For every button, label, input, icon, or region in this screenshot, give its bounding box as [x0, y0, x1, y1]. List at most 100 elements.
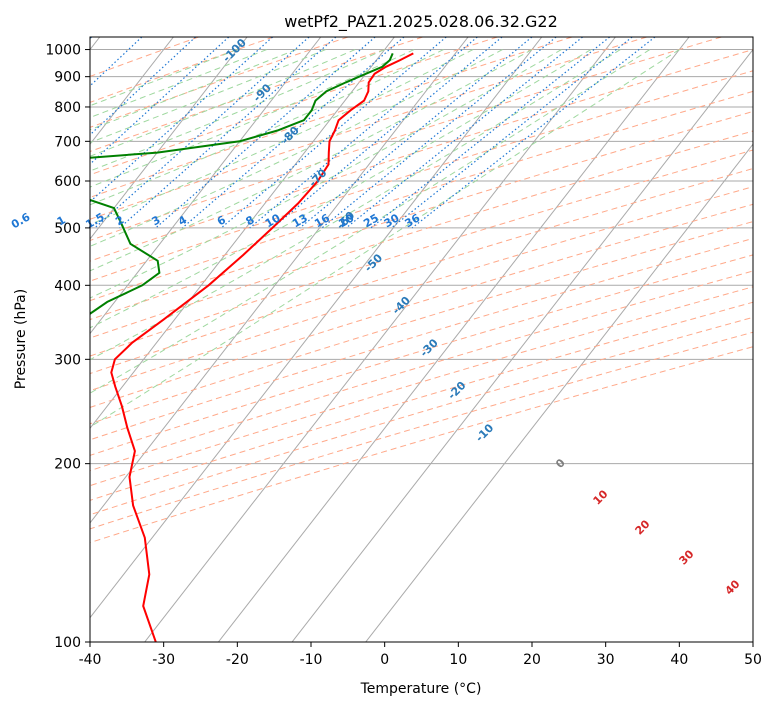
x-tick-label: 10 [449, 652, 467, 668]
mixing-ratio-line [119, 37, 337, 229]
mixing-ratio-line [90, 37, 273, 203]
moist-adiabat [90, 49, 651, 394]
y-tick-label: 600 [54, 174, 81, 190]
mixing-ratio-line [220, 37, 447, 229]
mixing-ratio-label: 0.6 [9, 210, 33, 231]
y-tick-label: 500 [54, 221, 81, 237]
dry-adiabat-label: -50 [362, 251, 385, 274]
mixing-ratio-line [411, 37, 656, 229]
dry-adiabat-label: -10 [473, 421, 496, 444]
dry-adiabat [90, 70, 753, 282]
mixing-ratio-line [155, 37, 376, 229]
dry-adiabat-label: -20 [445, 379, 468, 402]
x-tick-label: 30 [597, 652, 615, 668]
mixing-ratio-line [249, 37, 478, 229]
moist-adiabat [90, 49, 297, 131]
dry-adiabat [90, 316, 753, 516]
x-tick-label: -10 [300, 652, 323, 668]
mixing-ratio-line [272, 37, 503, 229]
dry-adiabat [90, 270, 753, 472]
moist-adiabat [90, 49, 562, 299]
moist-adiabat [90, 49, 503, 247]
y-tick-label: 900 [54, 70, 81, 86]
x-tick-label: 0 [380, 652, 389, 668]
y-axis-label: Pressure (hPa) [13, 289, 29, 389]
moist-adiabat [90, 49, 444, 206]
y-tick-label: 700 [54, 134, 81, 150]
y-tick-label: 100 [54, 635, 81, 651]
moist-adiabat [90, 49, 385, 172]
dry-adiabat [90, 37, 722, 242]
dry-adiabat [90, 37, 573, 198]
moist-adiabat [90, 49, 238, 107]
x-tick-label: -20 [226, 652, 249, 668]
y-tick-label: 800 [54, 100, 81, 116]
moist-adiabat [90, 49, 474, 225]
isotherm-line [217, 37, 690, 642]
dry-adiabat [90, 149, 753, 357]
dry-adiabat [90, 37, 647, 220]
mixing-ratio-line [90, 37, 230, 165]
dry-adiabat-label: -30 [418, 336, 441, 359]
mixing-ratio-line [90, 37, 196, 136]
mixing-ratio-label: 6 [215, 213, 228, 228]
moist-adiabat [90, 49, 680, 428]
mixing-ratio-line [391, 37, 633, 229]
moist-adiabat [90, 49, 621, 361]
chart-title: wetPf2_PAZ1.2025.028.06.32.G22 [284, 12, 558, 32]
isotherm-line [90, 37, 469, 524]
dry-adiabat [90, 49, 753, 262]
temperature-line [110, 52, 414, 642]
y-tick-label: 1000 [45, 43, 81, 59]
dry-adiabat [90, 186, 753, 392]
moist-adiabat [90, 49, 326, 144]
x-tick-label: 50 [744, 652, 762, 668]
isotherm-line [90, 37, 322, 335]
mixing-ratio-line [90, 37, 92, 40]
mixing-ratio-label: 4 [176, 213, 189, 228]
mixing-ratio-line [321, 37, 557, 229]
dry-adiabat [90, 130, 753, 339]
dry-adiabat [90, 286, 753, 487]
dewpoint-line [90, 53, 394, 315]
moist-adiabat-label: 30 [677, 547, 697, 567]
dry-adiabat [90, 237, 753, 441]
x-tick-label: 20 [523, 652, 541, 668]
mixing-ratio-label: 8 [243, 213, 256, 228]
dry-adiabat [90, 346, 753, 544]
x-tick-label: -30 [152, 652, 175, 668]
dry-adiabat [90, 37, 199, 77]
x-axis-label: Temperature (°C) [360, 681, 482, 697]
mixing-ratio-line [345, 37, 583, 229]
isotherm-line [365, 143, 753, 642]
isotherm-line [291, 48, 753, 642]
axes: -40 -30 -20 -10 0 10 20 30 40 5010009008007006005… [45, 43, 762, 668]
isotherm-line [90, 37, 174, 146]
isotherm-line [90, 37, 248, 240]
x-tick-label: 40 [670, 652, 688, 668]
mixing-ratio-label: 2 [113, 213, 126, 228]
moist-adiabat [90, 49, 533, 272]
moist-adiabat-label: 10 [591, 487, 611, 507]
isotherm-line [90, 37, 543, 619]
mixing-ratio-line [370, 37, 611, 229]
plot-frame [89, 36, 754, 643]
y-tick-label: 200 [54, 457, 81, 473]
isotherm-line [144, 37, 616, 642]
moist-adiabat [90, 49, 415, 188]
isotherm-line [90, 37, 395, 430]
x-tick-label: -40 [79, 652, 102, 668]
background-lines [90, 37, 753, 642]
mixing-ratio-line [181, 37, 405, 229]
dry-adiabat-label: -40 [390, 294, 413, 317]
dry-adiabat [90, 37, 498, 176]
dry-adiabat-label: -80 [279, 124, 302, 147]
y-tick-label: 400 [54, 278, 81, 294]
moist-adiabat-label: 20 [633, 517, 653, 537]
dry-adiabat [90, 37, 423, 153]
sounding-lines [90, 52, 414, 642]
moist-adiabat-label: 40 [723, 577, 743, 597]
mixing-ratio-label: 0.4 [0, 210, 2, 231]
